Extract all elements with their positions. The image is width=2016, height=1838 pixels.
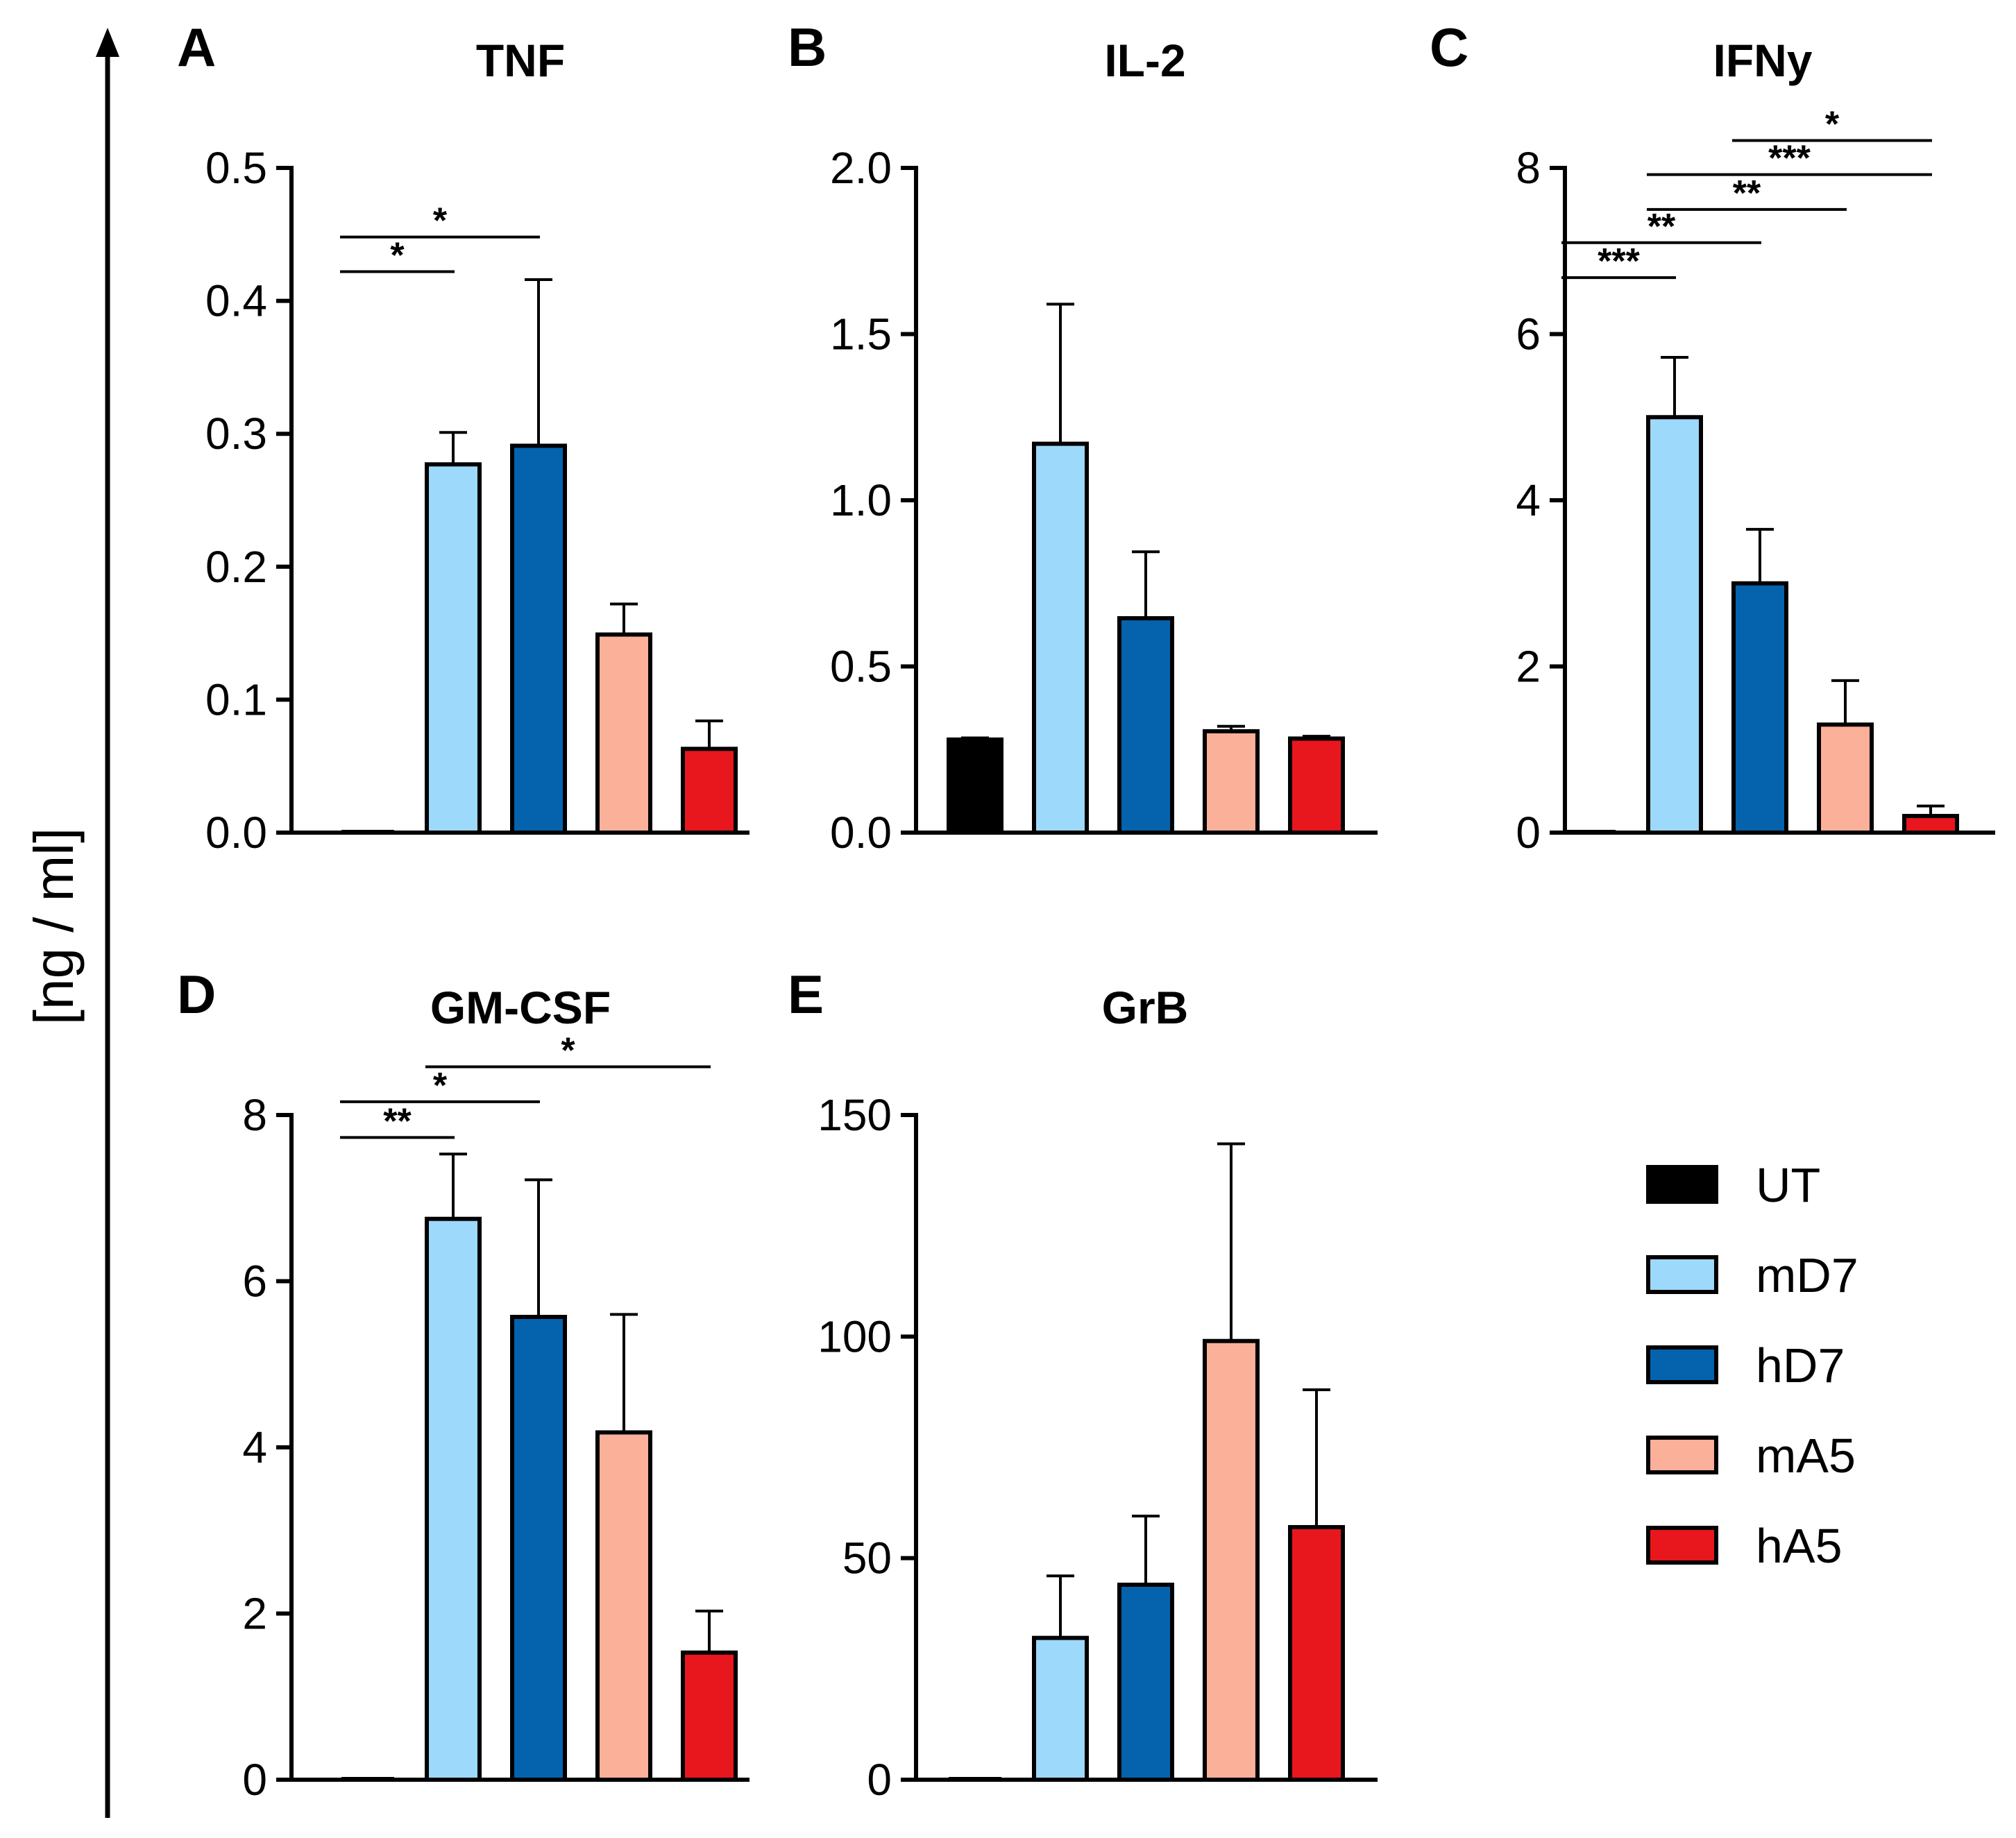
legend-label-ma5: mA5 [1756, 1429, 1856, 1483]
panel-c-y-tick-label-2: 4 [1516, 475, 1541, 525]
panel-e-letter: E [788, 964, 824, 1025]
panel-a-y-tick-label-1: 0.1 [205, 674, 267, 724]
panel-b: B IL-2 0.0 0.5 1.0 1.5 2.0 [788, 17, 1378, 858]
panel-d-bar-hd7 [510, 1314, 567, 1782]
panel-d-y-tick-label-0: 0 [242, 1755, 267, 1805]
panel-d-bar-md7 [425, 1216, 482, 1782]
panel-b-y-tick-label-0: 0.0 [830, 808, 892, 858]
legend-label-ha5: hA5 [1756, 1519, 1843, 1573]
panel-d-title: GM-CSF [430, 982, 611, 1033]
panel-c-y-tick-label-4: 8 [1516, 143, 1541, 193]
legend-label-md7: mD7 [1756, 1248, 1858, 1302]
panel-a-sig-label-1: * [433, 201, 448, 241]
panel-c-y-tick-label-3: 6 [1516, 309, 1541, 359]
panel-d-sig-label-2: * [561, 1031, 575, 1071]
panel-a-sig-label-0: * [390, 235, 405, 275]
legend-label-hd7: hD7 [1756, 1338, 1845, 1393]
panel-a-title: TNF [476, 35, 565, 86]
legend-swatch-ha5 [1646, 1526, 1718, 1565]
panel-c-y-tick-label-1: 2 [1516, 642, 1541, 692]
panel-a-y-tick-label-3: 0.3 [205, 409, 267, 459]
panel-b-y-tick-label-1: 0.5 [830, 642, 892, 692]
panel-a-bar-ma5 [595, 632, 652, 835]
panel-c-sig-label-2: ** [1733, 173, 1761, 214]
panel-b-bar-ha5 [1288, 736, 1345, 835]
legend-swatch-ma5 [1646, 1436, 1718, 1474]
panel-a-y-tick-label-0: 0.0 [205, 808, 267, 858]
legend-swatch-hd7 [1646, 1345, 1718, 1384]
panel-c-bar-hd7 [1731, 581, 1788, 835]
panel-b-y-tick-label-4: 2.0 [830, 143, 892, 193]
panel-b-bar-ma5 [1203, 729, 1260, 835]
panel-a-bar-hd7 [510, 443, 567, 835]
panel-e-y-tick-label-3: 150 [818, 1090, 892, 1140]
panel-a-letter: A [177, 17, 216, 78]
panel-a-bar-ha5 [681, 747, 738, 835]
panel-e-title: GrB [1102, 982, 1189, 1033]
legend-swatch-md7 [1646, 1255, 1718, 1294]
panel-c-letter: C [1430, 17, 1468, 78]
panel-a-y-tick-label-4: 0.4 [205, 276, 267, 326]
panel-c-sig-label-3: *** [1768, 139, 1811, 179]
panel-b-title: IL-2 [1104, 35, 1185, 86]
y-axis-arrow-head [96, 28, 119, 57]
panel-d-y-tick-label-4: 8 [242, 1090, 267, 1140]
panel-e: E GrB 0 50 100 150 [788, 964, 1378, 1805]
panel-e-bar-ha5 [1288, 1524, 1345, 1782]
panel-a-y-tick-label-5: 0.5 [205, 143, 267, 193]
panel-e-bar-md7 [1032, 1635, 1089, 1782]
panel-c-bar-ha5 [1902, 814, 1959, 835]
panel-b-y-tick-label-3: 1.5 [830, 309, 892, 359]
panel-b-bar-ut [947, 737, 1003, 835]
panel-b-bar-md7 [1032, 441, 1089, 835]
legend-swatch-ut [1646, 1165, 1718, 1204]
legend: UT mD7 hD7 mA5 hA5 [1646, 1158, 1858, 1573]
panel-a-bar-md7 [425, 462, 482, 835]
panel-d-letter: D [177, 964, 216, 1025]
panel-e-bar-hd7 [1117, 1582, 1174, 1782]
y-axis-label: [ng / ml] [23, 828, 85, 1026]
panel-c-sig-label-0: *** [1598, 241, 1640, 282]
panel-d-bar-ma5 [595, 1430, 652, 1782]
panel-b-letter: B [788, 17, 827, 78]
panel-d-y-tick-label-3: 6 [242, 1257, 267, 1307]
panel-a: A TNF 0.0 0.1 0.2 0.3 0.4 0.5 * * [177, 17, 749, 858]
panel-d-bar-ha5 [681, 1650, 738, 1782]
panel-e-y-tick-label-2: 100 [818, 1311, 892, 1361]
panel-e-bar-ma5 [1203, 1338, 1260, 1782]
panel-c-sig-label-1: ** [1647, 207, 1676, 247]
panel-c-bar-ma5 [1817, 722, 1874, 835]
panel-d-y-tick-label-1: 2 [242, 1589, 267, 1639]
panel-c-title: IFNy [1713, 35, 1812, 86]
panel-b-bar-hd7 [1117, 616, 1174, 835]
panel-c-sig-label-4: * [1825, 104, 1840, 144]
panel-a-y-tick-label-2: 0.2 [205, 542, 267, 592]
panel-d-sig-label-1: * [433, 1066, 448, 1106]
panel-b-y-tick-label-2: 1.0 [830, 475, 892, 525]
panel-e-y-tick-label-1: 50 [842, 1533, 892, 1583]
panel-d-sig-label-0: ** [383, 1101, 412, 1141]
panel-d-y-tick-label-2: 4 [242, 1422, 267, 1472]
panel-c-y-tick-label-0: 0 [1516, 808, 1541, 858]
legend-label-ut: UT [1756, 1158, 1820, 1212]
panel-c-bar-md7 [1646, 415, 1703, 835]
panel-e-y-tick-label-0: 0 [867, 1755, 892, 1805]
